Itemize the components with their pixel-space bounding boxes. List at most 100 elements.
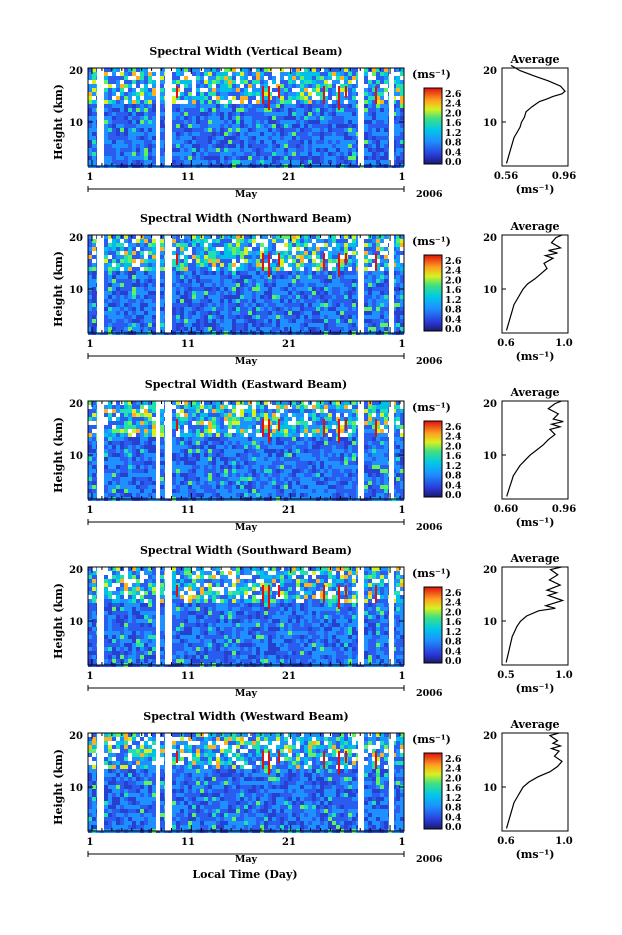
heatmap-cell — [224, 128, 228, 132]
heatmap-cell — [172, 160, 176, 164]
heatmap-cell — [120, 461, 124, 465]
heatmap-cell — [136, 489, 140, 493]
heatmap-cell — [200, 441, 204, 445]
heatmap-cell — [180, 307, 184, 311]
heatmap-cell — [332, 263, 336, 267]
year-label: 2006 — [416, 189, 443, 200]
heatmap-cell — [268, 323, 272, 327]
heatmap-cell — [116, 152, 120, 156]
heatmap-cell — [252, 120, 256, 124]
heatmap-cell — [244, 100, 248, 104]
heatmap-cell — [384, 243, 388, 247]
heatmap-cell — [236, 327, 240, 331]
heatmap-cell — [216, 128, 220, 132]
heatmap-cell — [140, 156, 144, 160]
heatmap-cell — [292, 120, 296, 124]
heatmap-cell — [88, 303, 92, 307]
heatmap-cell — [348, 152, 352, 156]
heatmap-cell — [348, 291, 352, 295]
heatmap-cell — [336, 247, 340, 251]
heatmap-cell — [104, 299, 108, 303]
heatmap-cell — [124, 489, 128, 493]
heatmap-cell — [184, 275, 188, 279]
heatmap-cell — [172, 405, 176, 409]
heatmap-cell — [180, 72, 184, 76]
heatmap-cell — [288, 239, 292, 243]
heatmap-cell — [220, 291, 224, 295]
x-tick-label: 11 — [181, 172, 195, 183]
heatmap-cell — [152, 489, 156, 493]
heatmap-cell — [200, 136, 204, 140]
panels-layer: Spectral Width (Vertical Beam)2010Height… — [52, 45, 576, 865]
heatmap-cell — [324, 108, 328, 112]
heatmap-cell — [188, 120, 192, 124]
heatmap-cell — [240, 263, 244, 267]
heatmap-cell — [252, 160, 256, 164]
heatmap-cell — [124, 437, 128, 441]
heatmap-cell — [132, 263, 136, 267]
heatmap-cell — [148, 255, 152, 259]
heatmap-cell — [256, 80, 260, 84]
heatmap-cell — [228, 136, 232, 140]
heatmap-cell — [332, 255, 336, 259]
heatmap-cell — [200, 120, 204, 124]
heatmap-cell — [120, 299, 124, 303]
heatmap-cell — [136, 120, 140, 124]
average-x-tick-label: 0.56 — [494, 171, 518, 182]
heatmap-cell — [292, 239, 296, 243]
heatmap-cell — [216, 401, 220, 405]
heatmap-cell — [244, 76, 248, 80]
heatmap-cell — [204, 493, 208, 497]
heatmap-cell — [300, 307, 304, 311]
heatmap-cell — [224, 84, 228, 88]
heatmap-cell — [188, 469, 192, 473]
heatmap-cell — [192, 429, 196, 433]
heatmap-cell — [120, 120, 124, 124]
heatmap-cell — [272, 84, 276, 88]
heatmap-cell — [124, 291, 128, 295]
heatmap-cell — [296, 299, 300, 303]
heatmap-cell — [180, 465, 184, 469]
heatmap-cell — [252, 307, 256, 311]
heatmap-cell — [184, 88, 188, 92]
heatmap-cell — [364, 311, 368, 315]
heatmap-cell — [284, 243, 288, 247]
heatmap-cell — [120, 271, 124, 275]
heatmap-cell — [160, 461, 164, 465]
heatmap-cell — [112, 144, 116, 148]
heatmap-cell — [244, 323, 248, 327]
heatmap-cell — [304, 132, 308, 136]
heatmap-cell — [284, 251, 288, 255]
heatmap-cell — [140, 259, 144, 263]
heatmap-cell — [144, 421, 148, 425]
heatmap-cell — [136, 251, 140, 255]
heatmap-cell — [372, 72, 376, 76]
heatmap-cell — [192, 235, 196, 239]
hot-streak — [338, 86, 340, 110]
heatmap-cell — [252, 279, 256, 283]
heatmap-cell — [328, 323, 332, 327]
heatmap-cell — [108, 243, 112, 247]
heatmap-cell — [248, 80, 252, 84]
heatmap-cell — [320, 303, 324, 307]
heatmap-cell — [128, 291, 132, 295]
heatmap-cell — [244, 120, 248, 124]
heatmap-cell — [136, 132, 140, 136]
heatmap-cell — [176, 156, 180, 160]
heatmap-cell — [376, 76, 380, 80]
heatmap-cell — [192, 477, 196, 481]
data-gap — [165, 68, 172, 166]
heatmap-cell — [220, 315, 224, 319]
heatmap-cell — [340, 315, 344, 319]
heatmap-cell — [92, 469, 96, 473]
heatmap-cell — [88, 433, 92, 437]
heatmap-cell — [400, 239, 404, 243]
heatmap-cell — [208, 76, 212, 80]
heatmap-cell — [104, 112, 108, 116]
heatmap-cell — [260, 112, 264, 116]
heatmap-cell — [344, 307, 348, 311]
heatmap-cell — [140, 283, 144, 287]
heatmap-cell — [120, 465, 124, 469]
heatmap-cell — [172, 481, 176, 485]
heatmap-cell — [148, 128, 152, 132]
